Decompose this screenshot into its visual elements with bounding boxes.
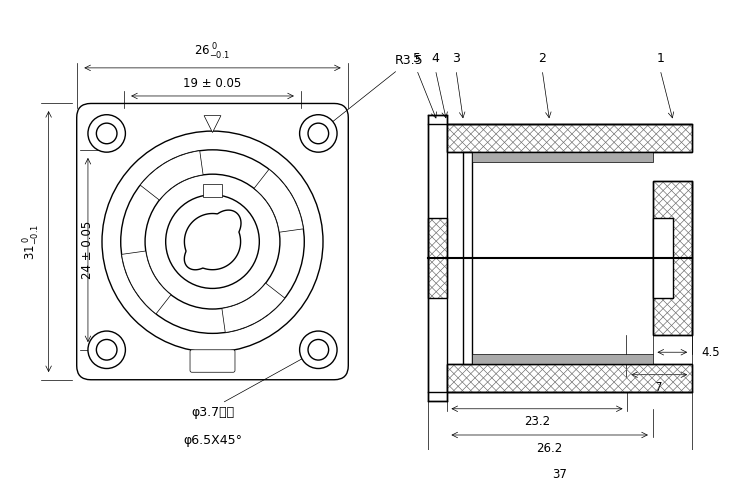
Circle shape [121,150,304,333]
Bar [447,124,692,152]
Circle shape [88,331,125,368]
Circle shape [145,174,280,309]
Text: 26.2: 26.2 [536,442,562,455]
Polygon shape [204,115,221,133]
Text: 37: 37 [553,468,568,479]
Bar [447,364,692,392]
Text: 5: 5 [413,52,421,65]
Bar [428,218,447,298]
Polygon shape [184,210,241,270]
Text: 19 ± 0.05: 19 ± 0.05 [184,77,242,91]
Text: R3.5: R3.5 [323,54,424,129]
Text: φ3.7沉孔: φ3.7沉孔 [191,406,234,419]
Bar [428,218,447,298]
Bar [652,181,692,335]
Text: 4: 4 [431,52,439,65]
Text: 2: 2 [538,52,546,65]
Text: 1: 1 [656,52,664,65]
Wedge shape [140,151,203,200]
Circle shape [102,131,323,352]
Circle shape [299,331,337,368]
Bar [472,152,652,161]
Bar [652,181,692,335]
Bar [428,114,447,401]
Bar [464,152,472,364]
Text: $31^{\ 0}_{-0.1}$: $31^{\ 0}_{-0.1}$ [22,224,42,260]
Wedge shape [222,283,285,332]
Bar [447,124,692,152]
Bar [447,124,692,152]
Text: 23.2: 23.2 [524,415,550,428]
Text: $26^{\ 0}_{-0.1}$: $26^{\ 0}_{-0.1}$ [194,42,231,62]
Circle shape [308,123,328,144]
Wedge shape [122,251,171,314]
Text: 7: 7 [656,381,663,394]
Bar [203,184,222,197]
Circle shape [166,195,260,288]
Bar [472,354,652,364]
Bar [447,364,692,392]
Wedge shape [254,169,304,232]
Circle shape [96,340,117,360]
FancyBboxPatch shape [76,103,348,380]
Circle shape [299,114,337,152]
Bar [652,181,692,335]
FancyBboxPatch shape [190,350,235,372]
Text: 24 ± 0.05: 24 ± 0.05 [82,221,94,279]
Text: 4.5: 4.5 [701,346,720,359]
Text: φ6.5X45°: φ6.5X45° [183,434,242,447]
Circle shape [88,114,125,152]
Circle shape [96,123,117,144]
Bar [652,218,674,298]
Circle shape [308,340,328,360]
Text: 3: 3 [452,52,460,65]
Bar [447,364,692,392]
